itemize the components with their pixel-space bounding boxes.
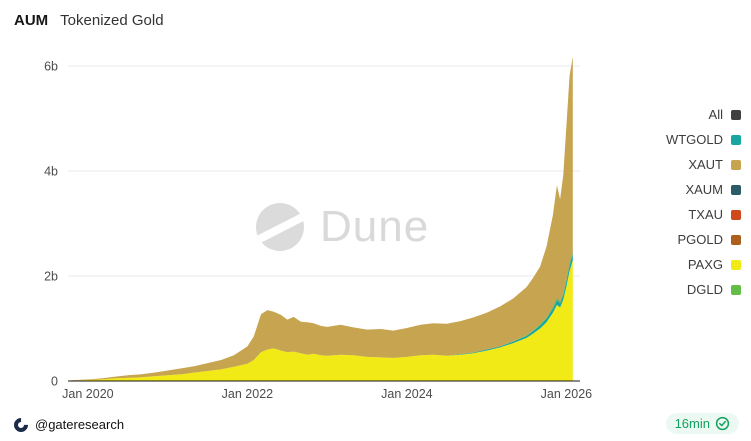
legend-label: XAUT [688, 157, 723, 172]
legend-item-wtgold[interactable]: WTGOLD [666, 133, 741, 146]
legend-swatch [731, 284, 741, 295]
legend-swatch [731, 209, 741, 220]
aum-area-chart[interactable]: 0 2b 4b 6b Jan 2020 Jan 2022 Jan 2024 Jan 2026 [0, 40, 600, 408]
legend-swatch [731, 109, 741, 120]
refresh-badge[interactable]: 16min [665, 413, 739, 434]
legend-label: DGLD [686, 282, 723, 297]
legend-item-xaum[interactable]: XAUM [685, 183, 741, 196]
author[interactable]: @gateresearch [11, 414, 125, 435]
x-tick-label: Jan 2020 [62, 387, 113, 401]
refresh-check-icon [715, 416, 730, 431]
x-tick-label: Jan 2024 [381, 387, 432, 401]
x-tick-label: Jan 2022 [222, 387, 273, 401]
legend-swatch [731, 184, 741, 195]
area-paxg [71, 260, 573, 381]
x-tick-label: Jan 2026 [541, 387, 592, 401]
refresh-age: 16min [674, 416, 710, 431]
legend-swatch [731, 234, 741, 245]
legend-item-xaut[interactable]: XAUT [688, 158, 741, 171]
gate-logo-icon [11, 414, 31, 435]
legend-swatch [731, 159, 741, 170]
legend-item-paxg[interactable]: PAXG [688, 258, 741, 271]
dune-logo-icon [256, 203, 304, 251]
y-tick-label: 4b [44, 165, 58, 179]
legend-label: All [708, 107, 723, 122]
chart-subtitle: Tokenized Gold [60, 12, 164, 29]
legend-label: TXAU [688, 207, 723, 222]
legend-label: PGOLD [677, 232, 723, 247]
chart-legend: All WTGOLD XAUT XAUM TXAU PGOLD PAXG DGLD [666, 108, 741, 296]
y-tick-label: 0 [51, 375, 58, 389]
author-handle: @gateresearch [35, 417, 125, 432]
legend-item-txau[interactable]: TXAU [688, 208, 741, 221]
y-tick-label: 2b [44, 270, 58, 284]
dune-wordmark: Dune [320, 202, 430, 251]
legend-swatch [731, 259, 741, 270]
legend-label: WTGOLD [665, 132, 723, 147]
chart-header: AUM Tokenized Gold [14, 12, 164, 30]
legend-item-dgld[interactable]: DGLD [687, 283, 741, 296]
legend-item-all[interactable]: All [709, 108, 741, 121]
area-xaut [71, 56, 573, 381]
legend-item-pgold[interactable]: PGOLD [677, 233, 741, 246]
y-tick-label: 6b [44, 60, 58, 74]
legend-label: XAUM [685, 182, 723, 197]
legend-label: PAXG [687, 257, 723, 272]
dune-watermark: Dune [256, 202, 429, 252]
legend-swatch [731, 134, 741, 145]
chart-title: AUM [14, 12, 49, 29]
